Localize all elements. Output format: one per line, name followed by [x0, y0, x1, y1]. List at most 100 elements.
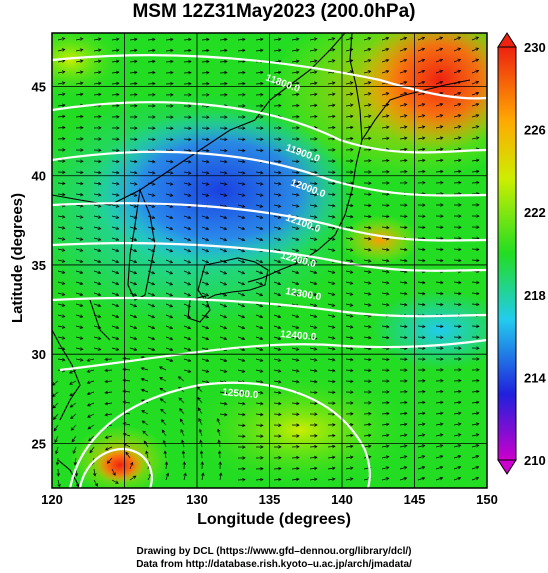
wind-arrow	[471, 346, 480, 350]
wind-arrow	[219, 37, 228, 42]
wind-arrow	[161, 429, 167, 437]
wind-arrow	[129, 336, 138, 341]
wind-arrow	[435, 302, 444, 307]
wind-arrow	[71, 435, 77, 443]
wind-arrow	[75, 314, 84, 318]
wind-arrow	[363, 170, 372, 174]
axis-ticks: 120 125 130 135 140 145 150 25 30 35 40 45	[32, 80, 498, 507]
wind-arrow	[237, 325, 246, 330]
wind-arrow	[165, 259, 174, 264]
wind-arrow	[93, 479, 98, 487]
wind-arrow	[381, 203, 390, 208]
wind-arrow	[363, 136, 372, 141]
wind-arrow	[237, 226, 246, 231]
wind-arrow	[273, 170, 282, 175]
wind-arrow	[165, 292, 174, 297]
wind-arrow	[219, 226, 228, 231]
wind-arrow	[471, 258, 480, 263]
x-tick-label: 140	[331, 492, 353, 507]
wind-arrow	[327, 170, 336, 174]
wind-arrow	[183, 126, 192, 130]
wind-arrow	[399, 477, 408, 481]
wind-arrow	[183, 347, 192, 352]
colorbar-tick-label: 214	[524, 370, 546, 385]
wind-arrow	[179, 407, 185, 415]
wind-arrow	[471, 58, 480, 63]
height-contours	[52, 54, 487, 488]
wind-arrow	[345, 214, 354, 219]
wind-arrow	[255, 336, 264, 341]
wind-arrow	[399, 136, 408, 140]
wind-arrow	[417, 58, 426, 63]
wind-arrow	[291, 37, 300, 41]
wind-arrow	[165, 226, 174, 231]
wind-arrow	[255, 369, 264, 373]
wind-arrow	[93, 237, 102, 241]
wind-arrow	[435, 158, 444, 163]
wind-arrow	[70, 424, 77, 431]
wind-arrow	[417, 433, 426, 437]
wind-arrow	[399, 158, 408, 163]
wind-arrow	[73, 457, 78, 466]
wind-arrow	[291, 193, 300, 197]
wind-arrow	[327, 303, 336, 307]
wind-arrow	[399, 125, 408, 129]
wind-arrow	[435, 400, 444, 405]
wind-arrow	[327, 357, 336, 362]
wind-arrow	[93, 270, 102, 275]
wind-arrow	[435, 389, 444, 394]
wind-arrow	[417, 136, 426, 140]
wind-arrow	[435, 280, 444, 285]
wind-arrow	[417, 346, 426, 350]
wind-arrow	[327, 37, 336, 41]
wind-arrow	[435, 103, 444, 107]
wind-arrow	[255, 467, 264, 471]
wind-arrow	[75, 59, 84, 63]
wind-arrow	[273, 445, 282, 449]
wind-arrow	[309, 48, 318, 52]
wind-arrow	[219, 369, 228, 373]
y-tick-label: 45	[32, 80, 46, 95]
wind-arrow	[327, 336, 336, 340]
wind-arrow	[381, 114, 390, 118]
wind-arrow	[309, 281, 318, 285]
wind-arrow	[309, 434, 318, 438]
wind-arrow	[273, 325, 282, 330]
wind-arrow	[69, 380, 77, 385]
wind-arrow	[417, 214, 426, 218]
wind-arrow	[147, 93, 156, 97]
wind-arrow	[453, 280, 462, 285]
wind-arrow	[345, 390, 354, 394]
wind-arrow	[219, 248, 228, 253]
colorbar-ticks: 230 226 222 218 214 210	[524, 40, 546, 468]
wind-arrow	[435, 357, 444, 361]
y-axis-label: Latitude (degrees)	[9, 192, 26, 324]
wind-arrow	[327, 203, 336, 208]
wind-arrow	[219, 336, 228, 341]
wind-arrow	[309, 159, 318, 163]
wind-arrow	[255, 48, 264, 53]
wind-arrow	[345, 325, 354, 329]
wind-arrow	[201, 325, 210, 330]
wind-arrow	[327, 159, 336, 163]
wind-arrow	[237, 248, 246, 253]
wind-arrow	[111, 281, 120, 286]
contour-label: 12500.0	[222, 387, 259, 401]
wind-arrow	[75, 259, 84, 263]
wind-arrow	[142, 430, 149, 437]
wind-arrow	[159, 387, 167, 393]
wind-arrow	[291, 204, 300, 208]
wind-arrow	[345, 368, 354, 373]
wind-arrow	[183, 104, 192, 108]
wind-arrow	[273, 466, 282, 471]
wind-arrow	[57, 37, 66, 41]
wind-arrow	[237, 70, 246, 75]
wind-arrow	[201, 148, 210, 153]
wind-arrow	[363, 411, 372, 416]
wind-arrow	[291, 226, 300, 230]
wind-arrow	[291, 379, 300, 384]
wind-arrow	[165, 215, 174, 220]
wind-arrow	[165, 314, 174, 319]
wind-arrow	[111, 468, 116, 476]
wind-arrow	[93, 159, 102, 164]
